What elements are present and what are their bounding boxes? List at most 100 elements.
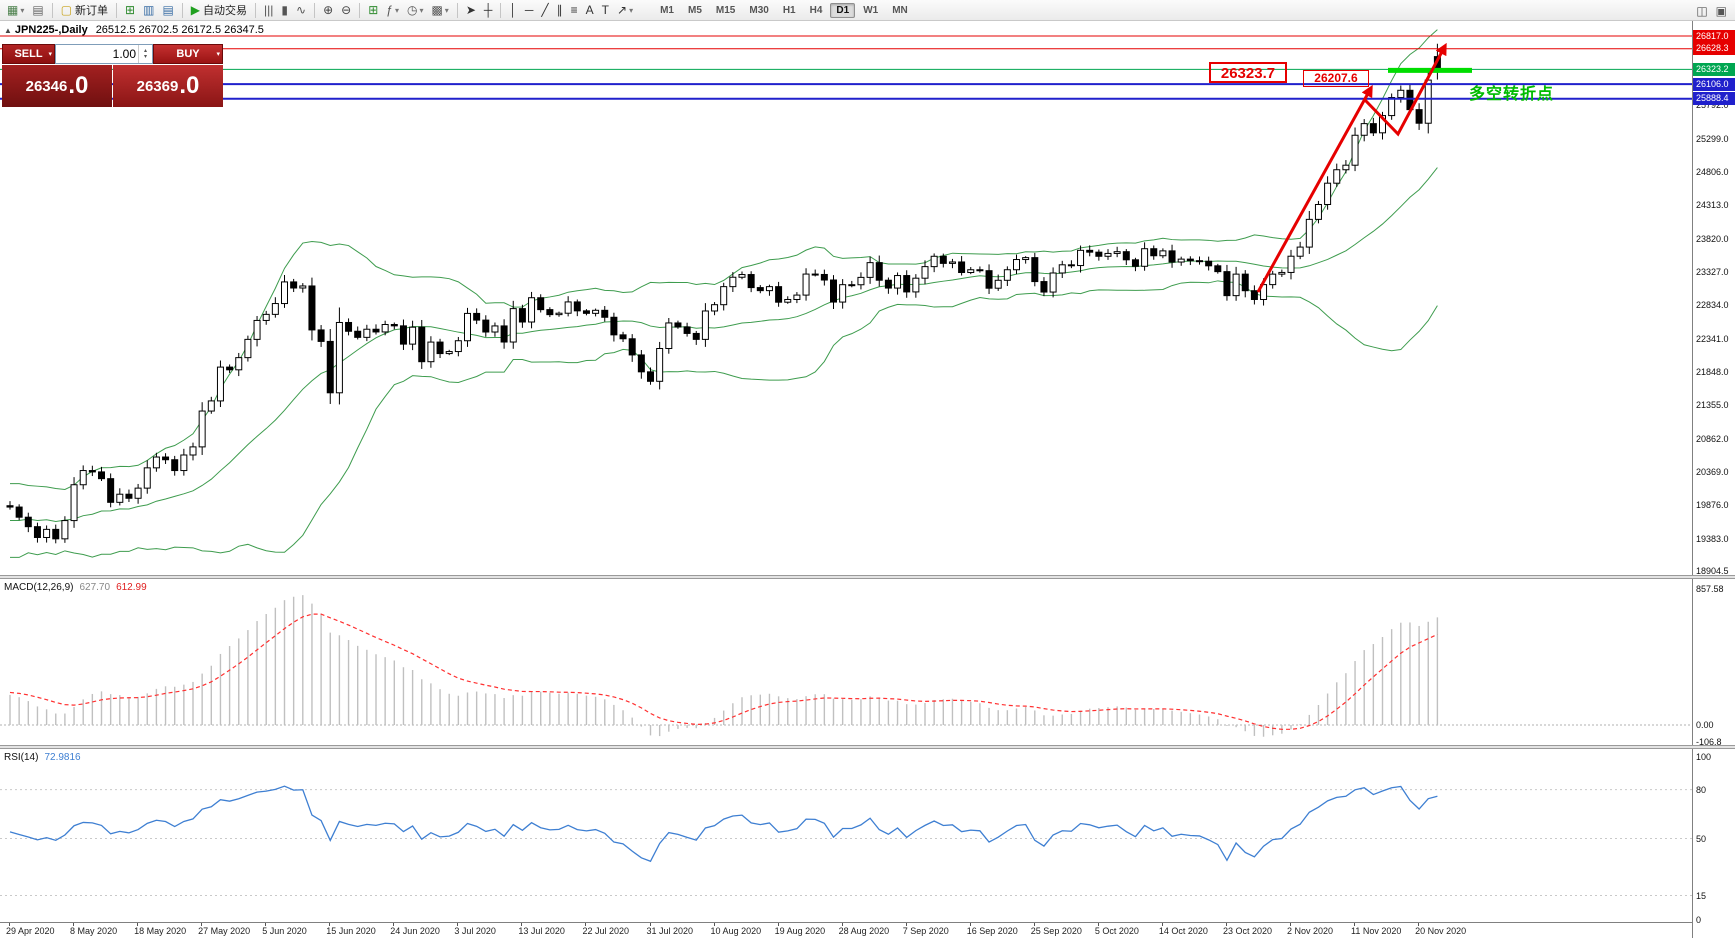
price-axis[interactable]: 25792.0 25299.0 24806.0 24313.0 23820.0 23327…: [1692, 21, 1735, 938]
chevron-down-icon[interactable]: ▾: [444, 5, 449, 15]
profiles-icon[interactable]: ▤: [32, 2, 44, 17]
line-chart-icon[interactable]: ∿: [296, 2, 307, 17]
sell-button[interactable]: SELL ▾: [2, 44, 55, 64]
new-chart-icon[interactable]: ▦ ▾: [7, 2, 25, 17]
zoom-in-icon[interactable]: ⊕: [323, 2, 334, 17]
candle: [1333, 169, 1341, 184]
market-watch-icon[interactable]: ⊞: [125, 2, 136, 17]
objects-icon[interactable]: ↗ ▾: [617, 2, 634, 17]
candle: [793, 294, 801, 300]
timeframe-d1-button[interactable]: D1: [830, 2, 856, 18]
price-annotation-26323[interactable]: 26323.7: [1209, 62, 1287, 83]
timeframe-m5-button[interactable]: M5: [688, 4, 702, 16]
candle: [921, 266, 929, 279]
candle: [436, 341, 444, 355]
volume-input[interactable]: [56, 45, 138, 63]
pivot-note-annotation[interactable]: 多空转折点: [1469, 86, 1555, 103]
sell-price-button[interactable]: 26346.0: [2, 65, 112, 107]
bar-chart-icon[interactable]: |||: [264, 2, 274, 17]
crosshair-icon[interactable]: ┼: [483, 2, 493, 17]
trend-arrow[interactable]: [1363, 42, 1447, 137]
indicators-icon[interactable]: ƒ ▾: [386, 2, 399, 17]
candle: [70, 484, 78, 522]
trendline-icon[interactable]: ╱: [541, 2, 549, 17]
price-annotation-26207[interactable]: 26207.6: [1303, 70, 1369, 87]
arrange-windows-icon[interactable]: ◫: [1696, 3, 1708, 18]
timeframe-h4-button[interactable]: H4: [809, 4, 823, 16]
auto-trading-button[interactable]: ▶ 自动交易: [188, 2, 250, 19]
candle: [628, 338, 636, 356]
time-axis-tick: [713, 923, 715, 926]
one-click-collapse-toggle[interactable]: ▲: [4, 26, 12, 35]
candle: [1095, 251, 1103, 257]
templates-icon[interactable]: ▩ ▾: [431, 2, 449, 17]
time-axis-tick: [841, 923, 843, 926]
timeframe-h1-button[interactable]: H1: [782, 4, 796, 16]
candle: [1379, 115, 1386, 134]
panel-divider-rsi[interactable]: [0, 745, 1735, 749]
tile-windows-icon[interactable]: ⊞: [368, 2, 379, 17]
trend-arrow[interactable]: [1256, 84, 1373, 293]
macd-main-value: 627.70: [79, 582, 111, 593]
buy-button[interactable]: BUY ▾: [153, 44, 223, 64]
price-axis-label: 24806.0: [1696, 166, 1729, 177]
window-menu-icon[interactable]: ▣: [1715, 3, 1727, 18]
candlestick-icon[interactable]: ▮: [281, 2, 288, 17]
chevron-down-icon[interactable]: ▾: [20, 5, 25, 15]
timeframe-mn-button[interactable]: MN: [892, 4, 908, 16]
candle: [226, 366, 234, 371]
data-window-icon[interactable]: ▥: [143, 2, 155, 17]
panel-divider-macd[interactable]: [0, 575, 1735, 579]
fibonacci-icon[interactable]: ≡: [570, 2, 578, 17]
price-line-badge: 26628.3: [1693, 42, 1735, 56]
candle: [399, 325, 407, 345]
chevron-down-icon[interactable]: ▾: [394, 5, 399, 15]
timeframe-m1-button[interactable]: M1: [660, 4, 674, 16]
chevron-down-icon[interactable]: ▾: [629, 5, 634, 15]
horizontal-line-icon[interactable]: ─: [524, 2, 534, 17]
volume-stepper[interactable]: ▴ ▾: [138, 45, 152, 63]
buy-price-button[interactable]: 26369.0: [113, 65, 223, 107]
candle: [381, 324, 389, 333]
cursor-icon[interactable]: ➤: [465, 2, 476, 17]
text-icon[interactable]: A: [585, 2, 594, 17]
bollinger-bands-layer: [10, 29, 1438, 558]
time-axis[interactable]: 29 Apr 2020 8 May 2020 18 May 2020 27 May 2…: [0, 922, 1692, 938]
chevron-down-icon[interactable]: ▾: [419, 5, 424, 15]
candle: [912, 277, 920, 293]
ask-price-pips: .0: [179, 72, 200, 99]
zoom-out-icon[interactable]: ⊖: [341, 2, 352, 17]
candle: [711, 304, 719, 312]
timeframe-m15-button[interactable]: M15: [715, 4, 736, 16]
toolbar-separator: [255, 2, 257, 18]
candle: [454, 340, 462, 353]
highlight-segment[interactable]: [1388, 67, 1472, 73]
navigator-icon[interactable]: ▤: [162, 2, 174, 17]
timeframe-w1-button[interactable]: W1: [863, 4, 879, 16]
toolbar: ▦ ▾ ▤ ▢ 新订单 ⊞ ▥ ▤ ▶ 自动交易 ||| ▮ ∿ ⊕ ⊖ ⊞ ƒ ▾ ◷ ▾ ▩ ▾ ➤ ┼ │ ─ ╱ ∥ ≡ A T ↗ ▾…: [0, 0, 1735, 21]
stepper-down-icon[interactable]: ▾: [143, 54, 147, 60]
periods-icon[interactable]: ◷ ▾: [406, 2, 424, 17]
toolbar-separator: [500, 2, 502, 18]
candle: [271, 303, 279, 315]
macd-axis-label: 0.00: [1696, 720, 1714, 730]
channel-icon[interactable]: ∥: [556, 2, 563, 17]
candle: [701, 310, 709, 340]
candle: [482, 319, 490, 333]
candle: [281, 281, 288, 305]
time-axis-tick: [1354, 923, 1356, 926]
vertical-line-icon[interactable]: │: [509, 2, 517, 17]
time-axis-label: 18 May 2020: [134, 926, 187, 936]
candle: [765, 286, 773, 292]
candle: [637, 354, 645, 373]
label-icon[interactable]: T: [601, 2, 610, 17]
candle: [958, 261, 966, 274]
candle: [555, 312, 563, 316]
candle: [674, 322, 682, 328]
candle: [656, 348, 664, 382]
timeframe-m30-button[interactable]: M30: [749, 4, 769, 16]
candle: [1113, 251, 1121, 254]
new-order-button[interactable]: ▢ 新订单: [58, 2, 111, 19]
time-axis-tick: [777, 923, 779, 926]
